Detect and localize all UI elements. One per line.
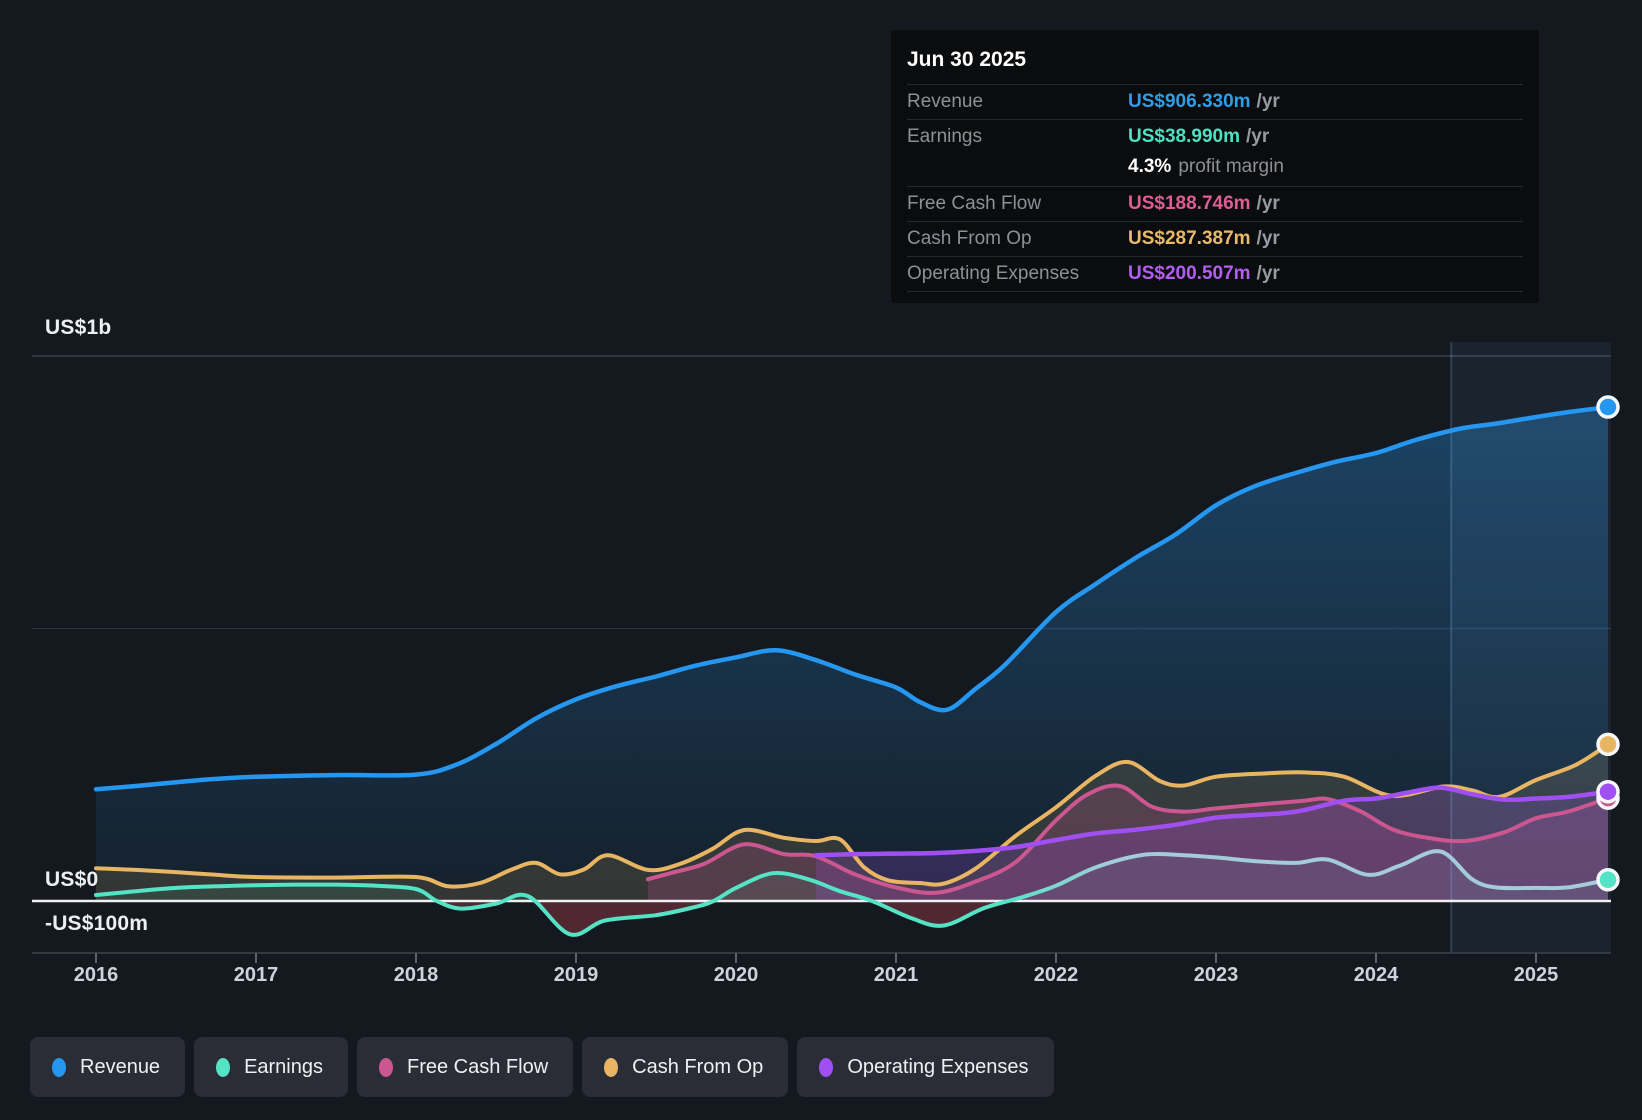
legend-item-label: Revenue [80, 1055, 161, 1078]
tooltip-value: US$906.330m [1128, 91, 1251, 112]
x-axis-label-2023: 2023 [1193, 964, 1239, 986]
x-axis-label-2016: 2016 [73, 964, 119, 986]
x-axis-label-2022: 2022 [1033, 964, 1079, 986]
tooltip-row-operating-expenses: Operating Expenses US$200.507m /yr [907, 256, 1523, 291]
legend-item-label: Operating Expenses [847, 1055, 1029, 1078]
free-cash-flow-area [648, 785, 1608, 901]
free-cash-flow-line [646, 783, 1610, 895]
tooltip-unit: /yr [1256, 91, 1280, 112]
y-axis-label-neg100m: -US$100m [45, 912, 149, 935]
revenue-area [96, 407, 1608, 901]
tooltip-unit: /yr [1256, 263, 1280, 284]
legend-item-label: Earnings [244, 1055, 323, 1078]
earnings-area-positive [96, 851, 1608, 901]
profit-margin-label: profit margin [1178, 156, 1284, 177]
x-axis-label-2021: 2021 [873, 964, 919, 986]
legend-item-earnings[interactable]: Earnings [194, 1037, 348, 1097]
operating-expenses-endpoint-marker[interactable] [1596, 779, 1620, 804]
tooltip-row-free-cash-flow: Free Cash Flow US$188.746m /yr [907, 186, 1523, 221]
chart-legend: Revenue Earnings Free Cash Flow Cash From O… [30, 1037, 1054, 1097]
x-axis-label-2020: 2020 [713, 964, 759, 986]
tooltip-value: US$188.746m [1128, 193, 1251, 214]
cash-from-op-endpoint-marker[interactable] [1596, 732, 1620, 757]
tooltip-date: Jun 30 2025 [907, 48, 1027, 71]
operating-expenses-line [813, 785, 1611, 858]
cash-from-op-area [96, 744, 1608, 901]
y-axis-label-1b: US$1b [45, 316, 112, 339]
tooltip-row-cash-from-op: Cash From Op US$287.387m /yr [907, 221, 1523, 256]
cash-from-op-legend-dot-icon [604, 1057, 619, 1077]
legend-item-free-cash-flow[interactable]: Free Cash Flow [357, 1037, 574, 1097]
tooltip-label: Operating Expenses [907, 263, 1080, 284]
revenue-endpoint-marker[interactable] [1596, 395, 1620, 419]
chart-tooltip: Jun 30 2025 Revenue US$906.330m /yr Earni… [891, 30, 1539, 303]
last-12m-highlight-band [1451, 342, 1611, 953]
tooltip-label: Cash From Op [907, 228, 1032, 249]
x-axis-label-2018: 2018 [393, 964, 439, 986]
tooltip-value: US$287.387m [1128, 228, 1251, 249]
tooltip-value: US$200.507m [1128, 263, 1251, 284]
free-cash-flow-legend-dot-icon [379, 1057, 393, 1077]
tooltip-label: Free Cash Flow [907, 193, 1042, 214]
tooltip-profit-margin-row: 4.3% profit margin [907, 154, 1523, 186]
legend-item-revenue[interactable]: Revenue [30, 1037, 186, 1097]
legend-item-label: Cash From Op [632, 1055, 764, 1078]
earnings-line [94, 849, 1610, 937]
legend-item-cash-from-op[interactable]: Cash From Op [582, 1037, 789, 1097]
tooltip-unit: /yr [1256, 228, 1280, 249]
legend-item-operating-expenses[interactable]: Operating Expenses [797, 1037, 1054, 1097]
x-axis-label-2025: 2025 [1513, 964, 1559, 986]
tooltip-row-revenue: Revenue US$906.330m /yr [907, 84, 1523, 119]
cash-from-op-line [94, 742, 1610, 889]
revenue-legend-dot-icon [52, 1057, 66, 1077]
tooltip-row-earnings: Earnings US$38.990m /yr [907, 119, 1523, 154]
tooltip-value: US$38.990m [1128, 126, 1240, 147]
x-axis-label-2017: 2017 [233, 964, 279, 986]
operating-expenses-area [816, 787, 1608, 901]
y-axis-label-0: US$0 [45, 868, 99, 891]
x-axis-label-2019: 2019 [553, 964, 599, 986]
operating-expenses-legend-dot-icon [819, 1057, 834, 1077]
earnings-legend-dot-icon [216, 1057, 231, 1077]
x-axis-label-2024: 2024 [1353, 964, 1399, 986]
revenue-line [93, 404, 1611, 792]
earnings-endpoint-marker[interactable] [1596, 868, 1620, 892]
legend-item-label: Free Cash Flow [407, 1055, 549, 1078]
tooltip-unit: /yr [1256, 193, 1280, 214]
tooltip-label: Earnings [907, 126, 982, 147]
tooltip-label: Revenue [907, 91, 984, 112]
tooltip-unit: /yr [1245, 126, 1270, 147]
profit-margin-value: 4.3% [1128, 156, 1172, 177]
